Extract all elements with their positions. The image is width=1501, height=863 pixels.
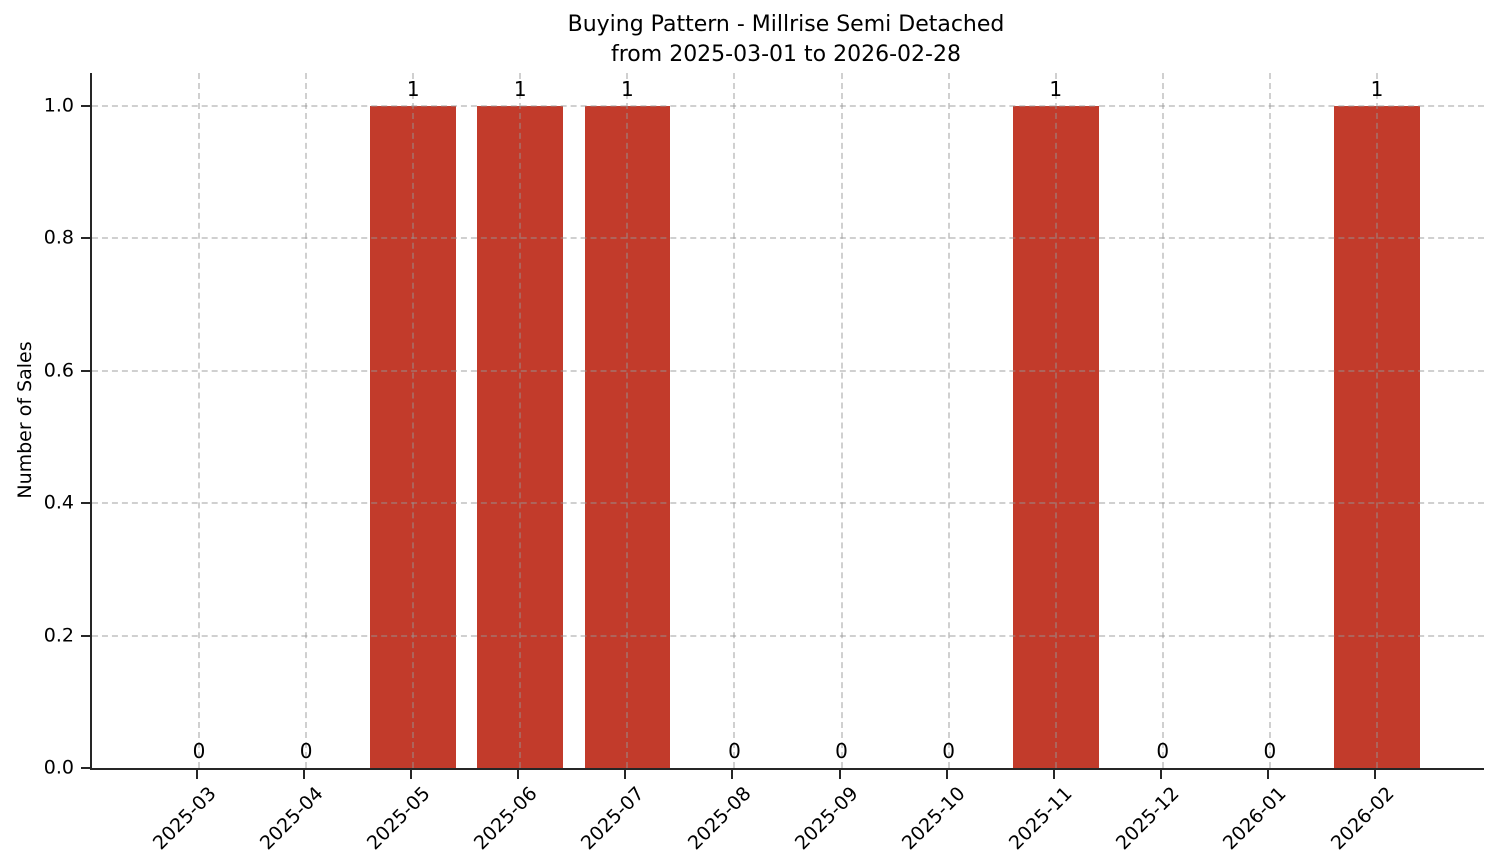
- y-tick-label: 0.2: [43, 624, 74, 647]
- chart-title: Buying Pattern - Millrise Semi Detached …: [90, 10, 1482, 70]
- bar-value-label: 1: [621, 77, 634, 102]
- bar-value-label: 1: [406, 77, 420, 102]
- bar-value-label: 0: [942, 739, 955, 763]
- x-tick-mark: [1052, 770, 1055, 779]
- y-tick-mark: [81, 105, 90, 108]
- bar-value-label: 0: [192, 739, 206, 763]
- bar: [370, 106, 457, 768]
- x-tick-mark: [1159, 770, 1162, 779]
- y-tick-mark: [81, 369, 90, 372]
- bar-value-label: 0: [299, 739, 313, 763]
- x-tick-mark: [517, 770, 520, 779]
- grid-line-vertical: [412, 73, 415, 768]
- x-tick-mark: [1266, 770, 1269, 779]
- y-tick-mark: [81, 767, 90, 769]
- y-tick-mark: [81, 502, 90, 505]
- x-tick-mark: [303, 770, 306, 779]
- grid-line-horizontal: [92, 502, 1484, 505]
- x-tick-label: 2025-09: [790, 782, 863, 855]
- grid-line-vertical: [1161, 73, 1164, 768]
- plot-area: 0 0 1 1 1 0 0 0 1 0 0 1: [90, 73, 1484, 770]
- grid-line-vertical: [840, 73, 843, 768]
- bar-value-label: 1: [513, 77, 527, 102]
- y-tick-label: 0.4: [43, 491, 74, 514]
- x-tick-label: 2025-07: [576, 782, 649, 855]
- x-tick-label: 2025-05: [362, 782, 435, 855]
- grid-line-vertical: [519, 73, 522, 768]
- y-tick-label: 0.6: [43, 359, 74, 382]
- x-tick-mark: [1373, 770, 1376, 779]
- x-tick-label: 2025-04: [255, 782, 328, 855]
- x-tick-label: 2025-12: [1112, 782, 1184, 855]
- bar-value-label: 1: [1049, 77, 1063, 102]
- grid-line-horizontal: [92, 237, 1484, 240]
- grid-line-vertical: [626, 73, 629, 768]
- x-tick-label: 2025-03: [148, 782, 221, 855]
- y-tick-mark: [81, 237, 90, 240]
- x-tick-label: 2025-08: [683, 782, 756, 855]
- grid-line-horizontal: [92, 634, 1484, 637]
- grid-line-vertical: [1375, 73, 1378, 768]
- bar-value-label: 0: [1263, 739, 1277, 763]
- y-tick-label: 0.0: [43, 756, 74, 779]
- x-tick-mark: [624, 770, 627, 779]
- bar-value-label: 0: [728, 739, 741, 763]
- y-tick-label: 1.0: [43, 94, 74, 117]
- x-tick-mark: [731, 770, 734, 779]
- x-tick-label: 2026-01: [1219, 782, 1292, 855]
- grid-line-horizontal: [92, 105, 1484, 108]
- bar: [584, 106, 671, 768]
- bar-value-label: 0: [835, 739, 848, 763]
- bar-value-label: 1: [1370, 77, 1384, 102]
- grid-line-vertical: [947, 73, 950, 768]
- x-tick-label: 2025-11: [1005, 782, 1077, 855]
- grid-line-vertical: [198, 73, 201, 768]
- x-tick-mark: [410, 770, 413, 779]
- bar: [1012, 106, 1099, 768]
- y-tick-label: 0.8: [43, 226, 74, 249]
- grid-line-vertical: [1268, 73, 1271, 768]
- x-tick-mark: [196, 770, 199, 779]
- grid-line-vertical: [1054, 73, 1057, 768]
- bar: [1334, 106, 1420, 768]
- chart-title-line2: from 2025-03-01 to 2026-02-28: [611, 42, 961, 67]
- chart-title-line1: Buying Pattern - Millrise Semi Detached: [567, 12, 1005, 37]
- bar-value-label: 0: [1156, 739, 1170, 763]
- grid-line-horizontal: [92, 369, 1484, 372]
- x-tick-label: 2026-02: [1326, 782, 1399, 855]
- bar: [477, 106, 564, 768]
- x-tick-label: 2025-10: [898, 782, 970, 855]
- grid-line-vertical: [733, 73, 736, 768]
- grid-line-vertical: [305, 73, 308, 768]
- x-tick-mark: [838, 770, 841, 779]
- x-tick-mark: [945, 770, 948, 779]
- x-tick-label: 2025-06: [469, 782, 542, 855]
- y-tick-mark: [81, 634, 90, 637]
